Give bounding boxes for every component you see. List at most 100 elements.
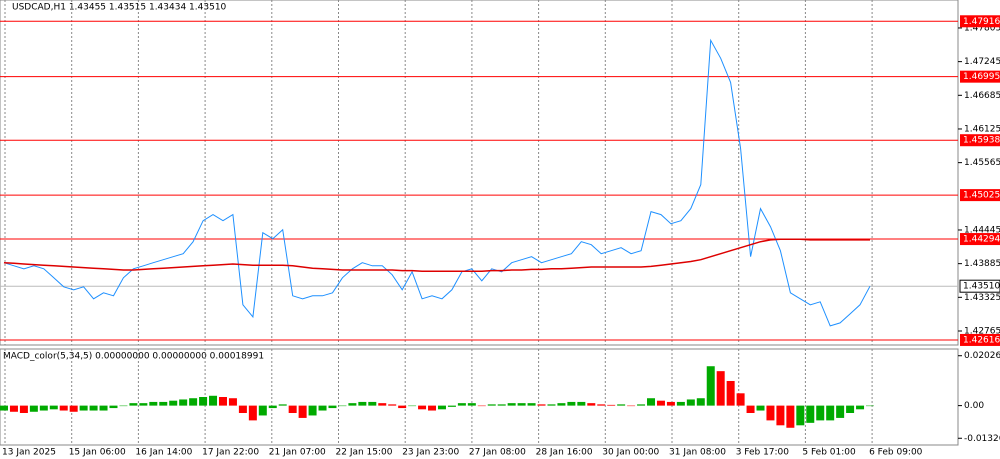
- macd-bar: [607, 404, 616, 406]
- x-tick-label: 5 Feb 01:00: [802, 448, 856, 458]
- level-label: 1.46995: [963, 72, 1000, 82]
- y-tick-label: 0.0202662: [964, 351, 1000, 361]
- x-tick-label: 15 Jan 06:00: [69, 448, 126, 458]
- x-tick-label: 22 Jan 15:00: [336, 448, 393, 458]
- macd-bar: [676, 401, 685, 406]
- macd-bar: [726, 381, 735, 406]
- macd-bar: [408, 405, 417, 407]
- macd-bar: [368, 401, 377, 406]
- current-box: [959, 279, 1000, 293]
- x-tick-label: 13 Jan 2025: [2, 448, 56, 458]
- macd-bar: [288, 405, 297, 413]
- macd-bar: [477, 405, 486, 407]
- y-tick-label: 1.47805: [964, 23, 1000, 33]
- macd-bar: [487, 404, 496, 406]
- x-tick-label: 17 Jan 22:00: [202, 448, 259, 458]
- level-box: [960, 233, 1000, 246]
- macd-bar: [706, 366, 715, 406]
- macd-bar: [169, 400, 178, 406]
- macd-panel: [0, 348, 959, 446]
- macd-bar: [159, 401, 168, 406]
- macd-bar: [179, 399, 188, 406]
- x-tick-label: 31 Jan 08:00: [669, 448, 726, 458]
- macd-bar: [139, 403, 148, 406]
- macd-bar: [79, 405, 88, 411]
- level-label: 1.42616: [963, 335, 1000, 345]
- macd-bar: [627, 405, 636, 407]
- x-tick-label: 6 Feb 09:00: [869, 448, 923, 458]
- macd-bar: [388, 404, 397, 406]
- level-box: [960, 70, 1000, 83]
- y-tick-label: 1.43885: [964, 259, 1000, 269]
- macd-bar: [716, 371, 725, 406]
- macd-bar: [119, 405, 128, 407]
- macd-bar: [209, 395, 218, 406]
- macd-bar: [308, 405, 317, 416]
- macd-bar: [696, 398, 705, 406]
- y-tick-label: 1.45565: [964, 158, 1000, 168]
- macd-bar: [318, 405, 327, 411]
- macd-bar: [39, 405, 48, 411]
- y-tick-label: 1.47245: [964, 57, 1000, 67]
- macd-bar: [577, 401, 586, 406]
- macd-bar: [856, 405, 865, 410]
- macd-bar: [0, 405, 8, 411]
- macd-bar: [89, 405, 98, 411]
- macd-bar: [537, 404, 546, 406]
- macd-bar: [238, 405, 247, 413]
- macd-bar: [736, 393, 745, 406]
- macd-bar: [846, 405, 855, 413]
- macd-bar: [29, 405, 38, 412]
- y-tick-label: 1.43325: [964, 293, 1000, 303]
- y-tick-label: 1.46125: [964, 124, 1000, 134]
- macd-bar: [517, 403, 526, 406]
- macd-bar: [756, 405, 765, 411]
- macd-bar: [248, 405, 257, 421]
- macd-bar: [666, 401, 675, 406]
- x-tick-label: 23 Jan 23:00: [402, 448, 459, 458]
- x-tick-label: 16 Jan 14:00: [135, 448, 192, 458]
- macd-bar: [99, 405, 108, 411]
- macd-bar: [786, 405, 795, 428]
- macd-bar: [746, 405, 755, 413]
- macd-bar: [686, 399, 695, 406]
- macd-bar: [547, 404, 556, 406]
- macd-bar: [527, 403, 536, 406]
- macd-bar: [617, 404, 626, 406]
- x-tick-label: 27 Jan 08:00: [469, 448, 526, 458]
- macd-bar: [806, 405, 815, 423]
- macd-bar: [647, 398, 656, 406]
- symbol-title: USDCAD,H1 1.43455 1.43515 1.43434 1.4351…: [12, 3, 227, 13]
- macd-bar: [507, 403, 516, 406]
- macd-bar: [218, 397, 227, 406]
- level-box: [960, 333, 1000, 346]
- macd-bar: [268, 405, 277, 409]
- macd-bar: [637, 404, 646, 406]
- macd-bar: [19, 405, 28, 413]
- y-tick-label: -0.0132619: [964, 434, 1000, 444]
- macd-bar: [189, 398, 198, 406]
- y-tick-label: 0.00: [964, 401, 984, 411]
- macd-bar: [776, 405, 785, 426]
- current-label: 1.43510: [963, 282, 1000, 292]
- x-tick-label: 30 Jan 00:00: [602, 448, 659, 458]
- price-line: [3, 238, 870, 272]
- macd-bar: [557, 403, 566, 406]
- macd-bar: [199, 397, 208, 406]
- macd-bar: [378, 403, 387, 406]
- macd-bar: [129, 403, 138, 406]
- macd-bar: [467, 403, 476, 406]
- macd-bar: [49, 405, 58, 410]
- price-line: [3, 38, 871, 327]
- macd-title: MACD_color(5,34,5) 0.00000000 0.00000000…: [3, 352, 264, 362]
- x-tick-label: 3 Feb 17:00: [736, 448, 790, 458]
- macd-bar: [796, 405, 805, 426]
- level-box: [960, 189, 1000, 202]
- x-tick-label: 28 Jan 16:00: [536, 448, 593, 458]
- level-box: [960, 15, 1000, 28]
- macd-bar: [597, 404, 606, 406]
- level-label: 1.47916: [963, 17, 1000, 27]
- macd-bar: [338, 405, 347, 407]
- macd-bar: [447, 405, 456, 407]
